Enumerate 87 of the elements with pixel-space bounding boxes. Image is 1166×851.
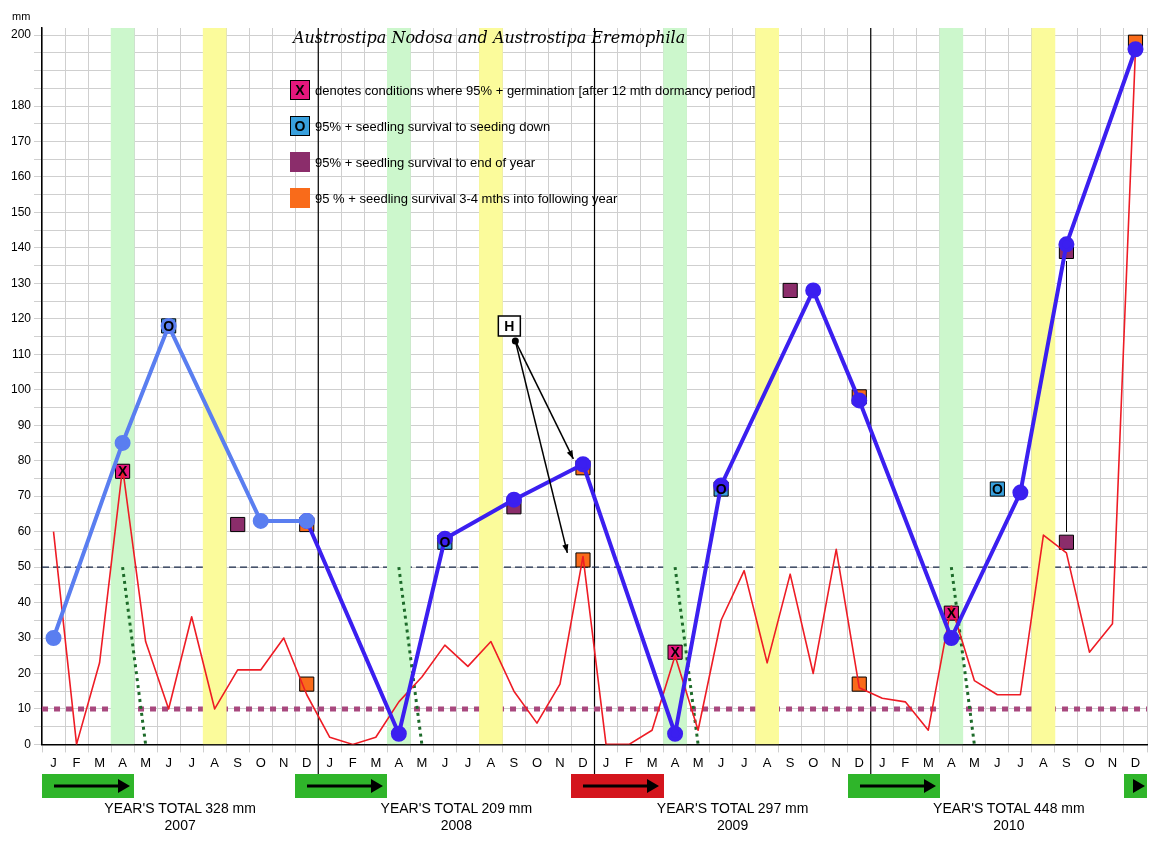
x-tick-label: J (740, 754, 748, 770)
text: YEAR'S TOTAL 448 mm (932, 800, 1086, 817)
x-tick-label: J (464, 754, 472, 770)
x-tick-label: M (968, 754, 980, 770)
x-tick-label: J (50, 754, 57, 770)
x-tick-label: S (509, 754, 519, 770)
y-tick-label: 50 (17, 559, 32, 574)
x-tick-label: A (118, 754, 128, 770)
x-tick-label: J (188, 754, 195, 770)
text: X (295, 82, 305, 98)
data-label: O (163, 317, 175, 334)
y-tick-label: 120 (10, 311, 32, 326)
x-tick-label: J (717, 754, 725, 770)
x-tick-label: N (279, 754, 289, 770)
x-tick-label: J (326, 754, 334, 770)
x-tick-label: A (946, 754, 956, 770)
y-tick-label: 80 (17, 452, 32, 467)
x-tick-label: M (370, 754, 382, 770)
x-tick-label: J (441, 754, 449, 770)
x-tick-label: S (785, 754, 795, 770)
data-label: X (117, 463, 128, 480)
x-tick-label: J (165, 754, 172, 770)
x-tick-label: O (255, 754, 266, 770)
x-tick-label: F (901, 754, 910, 770)
y-tick-label: 30 (17, 630, 32, 645)
y-tick-label: 10 (17, 701, 32, 716)
x-tick-label: F (72, 754, 81, 770)
x-tick-label: D (578, 754, 588, 770)
x-tick-label: M (692, 754, 704, 770)
x-tick-label: A (762, 754, 772, 770)
y-tick-label: 150 (10, 204, 32, 219)
data-label: X (670, 644, 681, 661)
x-tick-label: O (1084, 754, 1095, 770)
x-tick-label: A (210, 754, 220, 770)
text: O (294, 118, 306, 134)
y-tick-label: 60 (17, 523, 32, 538)
y-tick-label: 140 (10, 240, 32, 255)
y-tick-label: 70 (17, 488, 32, 503)
x-tick-label: S (233, 754, 243, 770)
text: 2009 (716, 817, 750, 834)
x-tick-label: N (831, 754, 841, 770)
x-tick-label: F (625, 754, 634, 770)
text: 2010 (992, 817, 1026, 834)
x-tick-label: A (670, 754, 680, 770)
y-tick-label: 110 (11, 346, 32, 361)
x-tick-label: M (416, 754, 428, 770)
y-tick-label: 40 (17, 594, 32, 609)
x-tick-label: J (994, 754, 1001, 770)
x-tick-label: D (1130, 754, 1141, 770)
y-tick-label: 0 (24, 736, 32, 751)
x-tick-label: A (1039, 754, 1049, 770)
text: YEAR'S TOTAL 328 mm (103, 800, 257, 817)
y-tick-label: 160 (10, 169, 32, 184)
x-tick-label: A (486, 754, 496, 770)
x-tick-label: M (140, 754, 152, 770)
x-tick-label: M (646, 754, 658, 770)
x-tick-label: J (879, 754, 886, 770)
data-label: O (439, 534, 451, 551)
y-tick-label: 200 (10, 27, 32, 42)
y-tick-label: 180 (10, 98, 32, 113)
x-tick-label: N (555, 754, 565, 770)
annotation: H (504, 317, 515, 334)
data-label: X (946, 605, 957, 622)
y-axis-title: mm (12, 10, 31, 22)
y-tick-label: 100 (10, 382, 32, 397)
x-tick-label: M (94, 754, 105, 770)
text: 2008 (439, 817, 473, 834)
x-tick-label: N (1107, 754, 1118, 770)
text: YEAR'S TOTAL 209 mm (379, 800, 534, 817)
y-tick-label: 20 (17, 665, 32, 680)
x-tick-label: D (302, 754, 312, 770)
data-label: O (991, 480, 1003, 497)
y-tick-label: 90 (17, 417, 32, 432)
x-tick-label: D (854, 754, 864, 770)
text: YEAR'S TOTAL 297 mm (655, 800, 810, 817)
text: 2007 (163, 817, 197, 834)
y-tick-label: 170 (10, 133, 32, 148)
data-label: O (715, 480, 727, 497)
x-tick-label: J (602, 754, 610, 770)
x-tick-label: O (531, 754, 543, 770)
x-tick-label: M (922, 754, 934, 770)
x-tick-label: O (808, 754, 819, 770)
x-tick-label: F (348, 754, 357, 770)
x-tick-label: A (394, 754, 404, 770)
x-tick-label: J (1017, 754, 1024, 770)
x-tick-label: S (1062, 754, 1072, 770)
y-tick-label: 130 (10, 275, 32, 290)
